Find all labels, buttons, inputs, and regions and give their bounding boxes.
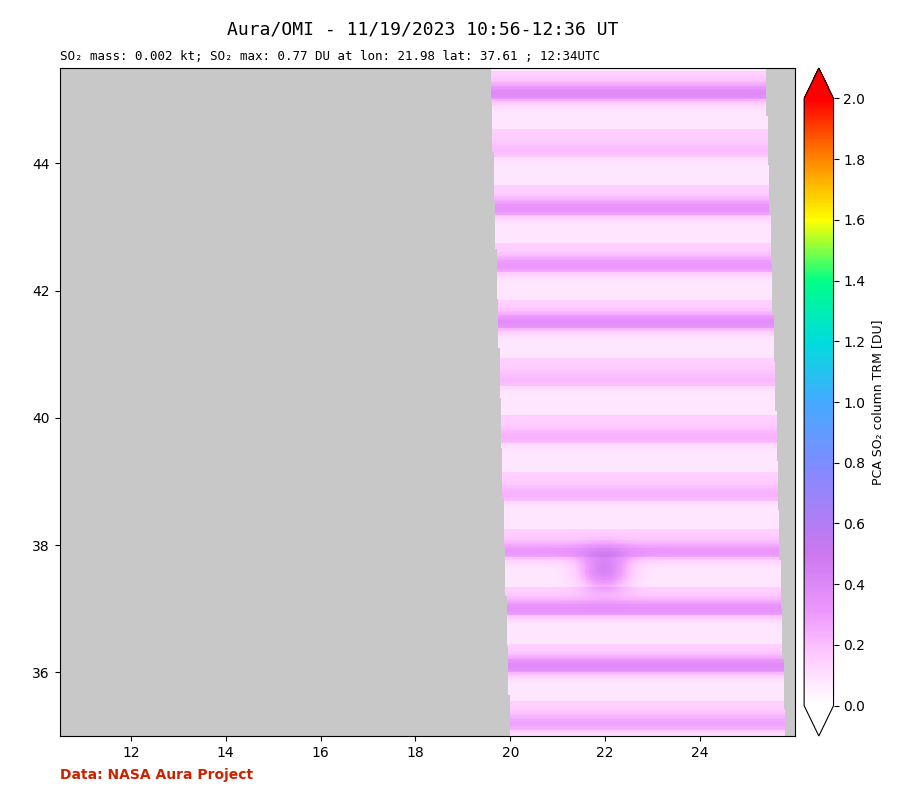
Text: Data: NASA Aura Project: Data: NASA Aura Project (60, 768, 253, 782)
PathPatch shape (804, 68, 834, 98)
Text: Aura/OMI - 11/19/2023 10:56-12:36 UT: Aura/OMI - 11/19/2023 10:56-12:36 UT (227, 20, 618, 38)
Y-axis label: PCA SO₂ column TRM [DU]: PCA SO₂ column TRM [DU] (871, 319, 884, 485)
PathPatch shape (804, 706, 834, 736)
Text: SO₂ mass: 0.002 kt; SO₂ max: 0.77 DU at lon: 21.98 lat: 37.61 ; 12:34UTC: SO₂ mass: 0.002 kt; SO₂ max: 0.77 DU at … (60, 50, 600, 62)
